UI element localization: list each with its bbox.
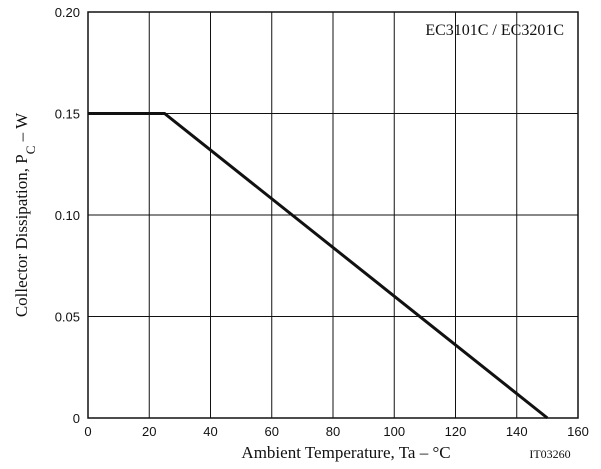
y-axis-label-main: Collector Dissipation, P — [12, 154, 31, 317]
dissipation-line — [88, 112, 549, 420]
x-tick-label: 80 — [326, 424, 340, 439]
y-axis-label-unit: – W — [12, 112, 31, 146]
y-tick-label: 0 — [73, 411, 80, 426]
x-tick-label: 60 — [265, 424, 279, 439]
y-axis-label: Collector Dissipation, PC – W — [12, 112, 38, 317]
y-tick-label: 0.15 — [55, 107, 80, 122]
y-axis-label-subscript: C — [23, 146, 38, 155]
grid-lines — [88, 12, 578, 418]
series-layer — [88, 112, 549, 420]
x-tick-label: 140 — [506, 424, 528, 439]
y-tick-label: 0.10 — [55, 208, 80, 223]
y-tick-label: 0.05 — [55, 310, 80, 325]
x-tick-labels: 0 20 40 60 80 100 120 140 160 — [84, 424, 588, 439]
y-tick-labels: 0 0.05 0.10 0.15 0.20 — [55, 5, 80, 426]
x-tick-label: 0 — [84, 424, 91, 439]
x-tick-label: 120 — [445, 424, 467, 439]
y-tick-label: 0.20 — [55, 5, 80, 20]
x-axis-label: Ambient Temperature, Ta – °C — [241, 443, 450, 462]
x-tick-label: 160 — [567, 424, 589, 439]
plot-frame — [87, 11, 579, 419]
x-tick-label: 100 — [383, 424, 405, 439]
figure-code: IT03260 — [529, 447, 570, 461]
x-tick-label: 40 — [203, 424, 217, 439]
x-tick-label: 20 — [142, 424, 156, 439]
part-number-annotation: EC3101C / EC3201C — [425, 22, 564, 39]
